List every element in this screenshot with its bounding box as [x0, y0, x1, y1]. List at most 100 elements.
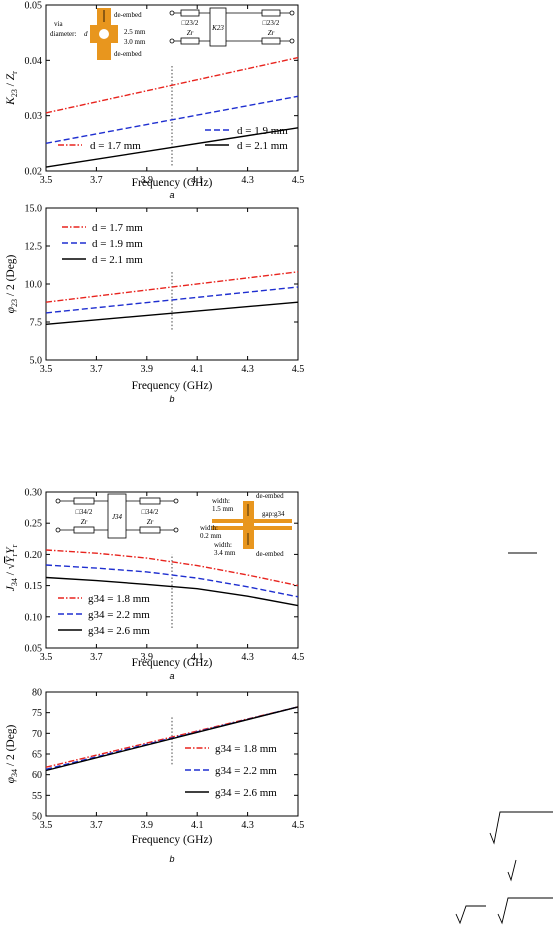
x-tick-label: 4.3 [241, 175, 254, 186]
inset-label: width: [212, 497, 230, 505]
legend-label-2: g34 = 2.2 mm [88, 609, 150, 621]
inset-label: diameter: [50, 30, 76, 38]
circuit-label: □23/2 [182, 19, 199, 27]
line-element [180, 37, 200, 45]
x-tick-label: 4.5 [292, 820, 305, 831]
y-tick-label: 55 [32, 791, 42, 802]
panel-phi34: 3.5 3.7 3.9 4.1 4.3 4.5 50 55 60 65 70 75 80 φ34 / 2… [5, 688, 304, 865]
series-line-2 [45, 286, 299, 314]
circuit-label: □23/2 [263, 19, 280, 27]
circuit-label: J34 [112, 513, 123, 521]
inset-label: 2.5 mm [124, 28, 146, 36]
x-tick-label: 3.9 [141, 364, 154, 375]
coupling-gap-inset: width: 1.5 mm de-embed gap:g34 width: 0.… [200, 492, 292, 558]
legend-label-1: g34 = 1.8 mm [88, 593, 150, 605]
circuit-label: □34/2 [142, 508, 159, 516]
inset-label: via [54, 20, 63, 28]
legend-label-2: g34 = 2.2 mm [215, 765, 277, 777]
circuit-label: Zr [81, 518, 88, 526]
y-tick-label: 10.0 [25, 280, 43, 291]
y-tick-label: 0.30 [25, 488, 43, 499]
x-tick-label: 4.1 [191, 364, 204, 375]
inset-label: de-embed [114, 50, 142, 58]
x-axis-label: Frequency (GHz) [132, 657, 213, 669]
legend-label-1: g34 = 1.8 mm [215, 743, 277, 755]
legend: d = 1.7 mm d = 1.9 mm d = 2.1 mm [62, 222, 143, 266]
x-tick-label: 3.7 [90, 175, 103, 186]
plot-frame [45, 491, 299, 649]
inset-label: de-embed [256, 550, 284, 558]
port-terminal [55, 498, 61, 504]
x-tick-label: 3.5 [40, 175, 53, 186]
x-tick-label: 4.1 [191, 175, 204, 186]
inset-label: d [84, 30, 88, 38]
circuit-label: Zr [187, 29, 194, 37]
legend-label-2: d = 1.9 mm [237, 125, 288, 137]
y-tick-label: 5.0 [30, 356, 43, 367]
inset-label: gap:g34 [262, 510, 285, 518]
series-line-3 [45, 706, 299, 772]
legend: g34 = 1.8 mm g34 = 2.2 mm g34 = 2.6 mm [58, 593, 150, 637]
x-axis-label: Frequency (GHz) [132, 177, 213, 189]
inset-label: width: [214, 541, 232, 549]
x-tick-label: 4.5 [292, 364, 305, 375]
legend-label-3: d = 2.1 mm [237, 140, 288, 152]
circuit-label: □34/2 [76, 508, 93, 516]
port-terminal [169, 38, 175, 44]
inset-label: width: [200, 524, 218, 532]
y-tick-label: 7.5 [30, 318, 43, 329]
feed-line-bottom [212, 526, 292, 530]
inverter-box [209, 7, 227, 47]
line-element [139, 526, 161, 534]
y-tick-label: 0.25 [25, 519, 43, 530]
y-tick-label: 0.10 [25, 612, 43, 623]
y-tick-label: 0.03 [25, 111, 43, 122]
panel-j34: 3.5 3.7 3.9 4.1 4.3 4.5 0.05 0.10 0.15 0.20 0.25 0.… [4, 488, 304, 682]
x-tick-label: 4.5 [292, 652, 305, 663]
x-tick-label: 4.1 [191, 652, 204, 663]
circuit-label: Zr [268, 29, 275, 37]
x-tick-label: 3.7 [90, 820, 103, 831]
circuit-label: K23 [211, 24, 224, 32]
figure-caption: b [169, 854, 174, 864]
port-terminal [289, 38, 295, 44]
circuit-inset: □34/2 □34/2 Zr Zr J34 [55, 493, 179, 539]
inset-label: de-embed [256, 492, 284, 500]
legend-label-3: g34 = 2.6 mm [88, 625, 150, 637]
figure-caption: b [169, 394, 174, 404]
legend-label-3: g34 = 2.6 mm [215, 787, 277, 799]
line-element [261, 37, 281, 45]
resonator-strip [243, 501, 254, 549]
y-tick-label: 0.05 [25, 1, 43, 12]
figure-caption: a [169, 190, 174, 200]
via-hole [99, 29, 109, 39]
y-tick-label: 60 [32, 770, 42, 781]
inset-label: 3.4 mm [214, 549, 236, 557]
port-terminal [289, 10, 295, 16]
x-tick-label: 3.9 [141, 175, 154, 186]
x-tick-label: 3.9 [141, 820, 154, 831]
radical-fragment [489, 811, 553, 845]
y-tick-label: 65 [32, 750, 42, 761]
radical-fragment [455, 905, 486, 925]
series-line-3 [45, 576, 299, 607]
plot-frame [45, 4, 299, 172]
legend: d = 1.7 mm d = 1.9 mm d = 2.1 mm [58, 125, 288, 152]
y-axis-label: φ23 / 2 (Deg) [5, 254, 19, 313]
y-axis-label: φ34 / 2 (Deg) [5, 724, 19, 783]
y-tick-label: 15.0 [25, 204, 43, 215]
y-axis-label: K23 / Zr [5, 71, 19, 106]
series-line-1 [45, 56, 299, 114]
inset-label: 1.5 mm [212, 505, 234, 513]
y-tick-label: 0.20 [25, 550, 43, 561]
x-tick-label: 3.9 [141, 652, 154, 663]
line-element [139, 497, 161, 505]
panel-phi23: 3.5 3.7 3.9 4.1 4.3 4.5 5.0 7.5 10.0 12.5 15.0 φ23… [5, 204, 304, 405]
inset-label: 3.0 mm [124, 38, 146, 46]
legend-label-2: d = 1.9 mm [92, 238, 143, 250]
port-terminal [173, 498, 179, 504]
y-tick-label: 80 [32, 688, 42, 699]
radical-fragment [497, 897, 553, 925]
circuit-inset: □23/2 □23/2 Zr Zr K23 [169, 7, 295, 47]
